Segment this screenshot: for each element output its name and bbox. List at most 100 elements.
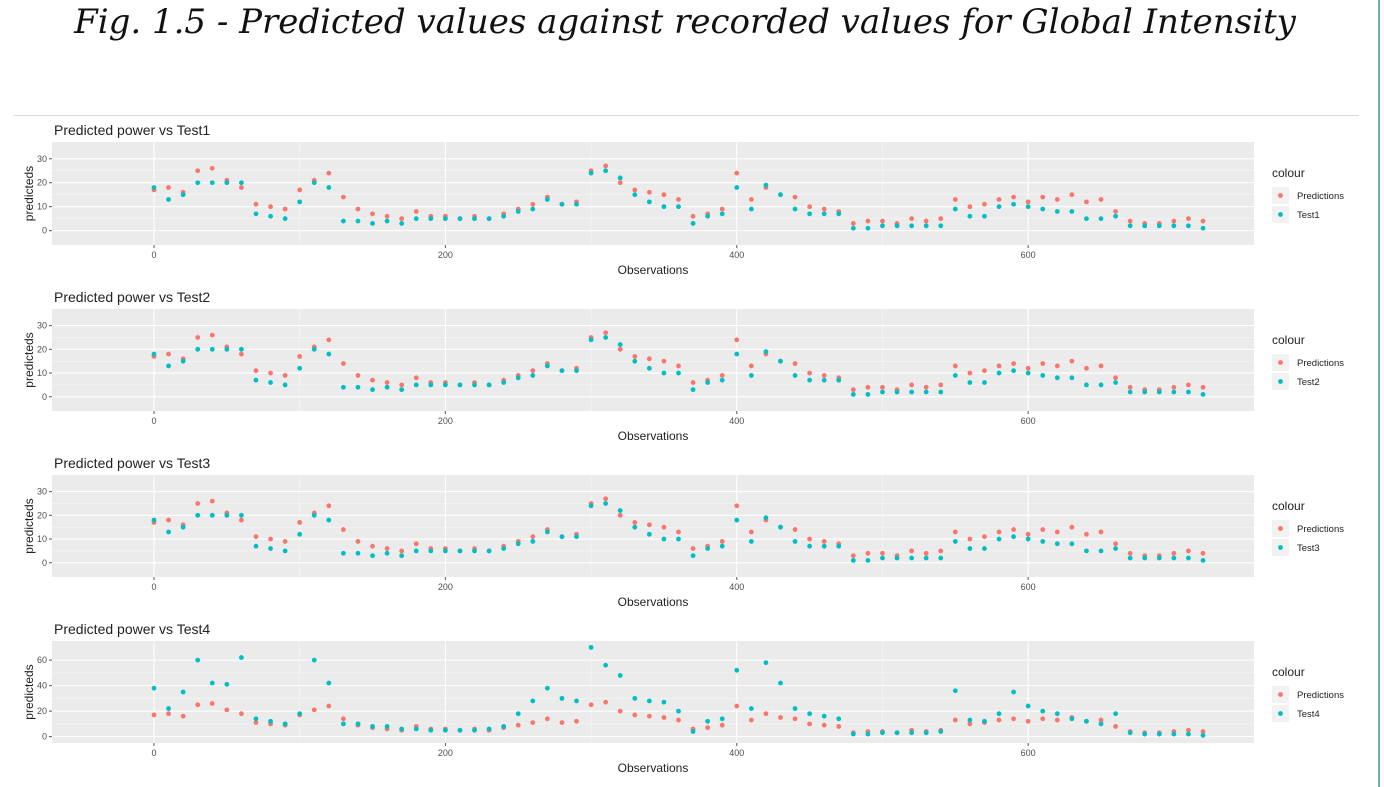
prediction-point [690,546,696,551]
test-point [574,201,579,207]
test-point [355,218,361,224]
prediction-point [1040,361,1046,366]
prediction-point [632,520,638,525]
test-point [763,660,769,666]
prediction-point [952,363,958,369]
test-point [180,358,186,364]
test-point [544,363,550,369]
test-point [515,375,521,381]
test-point [676,204,681,210]
test-point [399,221,405,226]
prediction-point [792,361,798,366]
prediction-point [559,720,565,725]
prediction-point [821,539,827,544]
test-point [880,730,885,736]
test-point [1040,206,1046,212]
legend-key-point [1278,360,1283,365]
test-point [792,206,798,212]
chart-panel-3: Predicted power vs Test3 0 200 400 600 0 10 20 3… [22,455,1344,609]
legend: colour Predictions Test2 [1272,333,1344,390]
test-point [836,543,842,549]
test-point [1142,555,1148,561]
test-point [472,216,477,222]
prediction-point [996,717,1002,723]
test-point [952,373,958,378]
prediction-point [603,163,609,169]
test-point [384,384,390,390]
test-point [311,657,317,663]
prediction-point [1200,218,1206,224]
test-point [151,517,157,523]
test-point [967,380,973,385]
plot-panel [52,641,1254,743]
test-point [646,531,652,537]
prediction-point [384,380,390,385]
test-point [821,543,827,549]
test-point [938,729,944,734]
prediction-point [268,370,273,376]
test-series [151,501,1206,563]
test-point [224,512,230,518]
prediction-point [1084,531,1089,537]
test-point [1084,382,1089,388]
test-point [1200,391,1206,397]
test-point [938,555,944,561]
prediction-point [982,368,987,374]
test-point [719,211,725,217]
prediction-point [166,711,171,717]
prediction-point [1011,361,1016,366]
test-point [209,512,215,518]
prediction-point [1025,199,1031,205]
test-point [340,218,346,224]
x-axis-label: Observations [618,429,689,443]
chart-title: Predicted power vs Test4 [54,621,210,637]
test-point [544,197,550,202]
prediction-point [355,206,361,212]
test-point [1069,375,1075,381]
prediction-point [646,189,652,195]
test-point [486,216,492,222]
test-point [1113,380,1118,385]
prediction-point [399,216,405,222]
prediction-point [821,373,827,378]
prediction-point [734,170,740,176]
prediction-point [384,546,390,551]
test-point [967,213,973,219]
test-point [340,721,346,727]
test-point [457,216,463,222]
x-axis-label: Observations [618,761,689,775]
x-tick-label: 400 [729,582,744,592]
prediction-point [355,539,361,544]
prediction-point [880,218,885,224]
test-point [355,721,361,727]
test-point [1200,732,1206,738]
test-point [850,391,856,397]
prediction-point [952,717,958,723]
prediction-point [865,384,871,390]
chart-title: Predicted power vs Test1 [54,122,210,138]
prediction-point [1069,524,1075,530]
prediction-point [166,351,171,357]
prediction-point [617,512,623,518]
prediction-point [1186,548,1191,554]
test-point [748,706,754,711]
test-point [1171,223,1177,229]
test-point [719,377,725,383]
test-point [1113,711,1118,717]
test-point [705,213,711,219]
test-point [311,346,317,352]
test-point [370,724,375,729]
prediction-point [1054,363,1060,369]
legend-key-point [1278,379,1283,384]
legend: colour Predictions Test3 [1272,499,1344,556]
prediction-point [166,185,171,190]
prediction-point [239,351,244,357]
legend-key-point [1278,193,1283,198]
test-point [195,512,201,518]
y-tick-label: 20 [37,344,47,354]
test-point [1040,539,1046,544]
prediction-point [938,548,944,554]
y-tick-label: 0 [42,732,47,742]
prediction-point [734,703,740,709]
legend-title: colour [1272,333,1305,347]
